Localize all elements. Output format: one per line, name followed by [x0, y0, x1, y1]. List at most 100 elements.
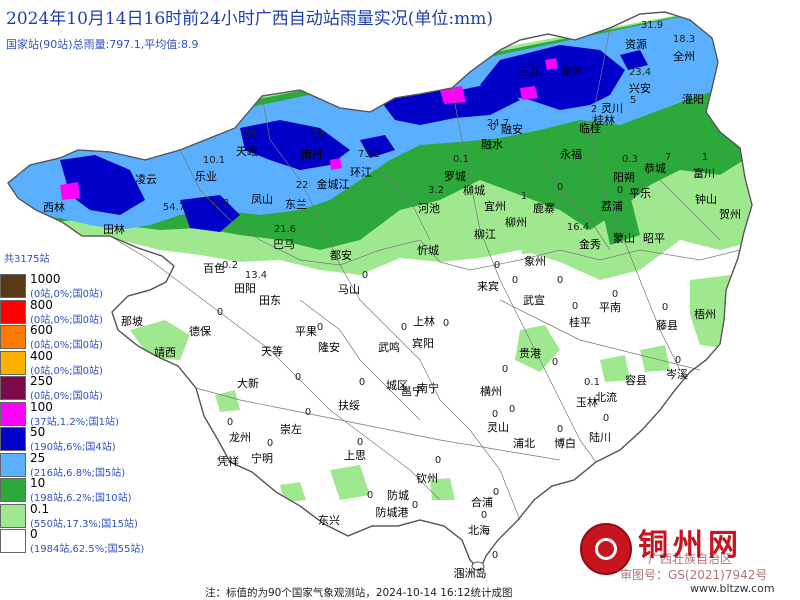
legend-row: 0.1 (550站,17.3%;国15站)	[0, 502, 200, 530]
legend-swatch	[0, 529, 26, 553]
city-label: 钟山	[695, 192, 717, 206]
city-label: 金秀	[579, 237, 601, 251]
city-label: 浦北	[513, 437, 535, 450]
city-label: 贵港	[519, 347, 541, 360]
city-label: 融安	[501, 122, 523, 136]
city-label: 横州	[480, 384, 502, 398]
rainfall-value-label: 0	[443, 318, 449, 329]
rainfall-value-label: 13.4	[245, 270, 267, 281]
city-label: 河池	[418, 202, 440, 215]
rainfall-value-label: 0	[295, 372, 301, 383]
legend-swatch	[0, 452, 26, 477]
city-label: 武宣	[523, 293, 545, 307]
rainfall-value-label: 3.2	[428, 185, 444, 196]
city-label: 桂林	[593, 113, 615, 127]
city-label: 平乐	[629, 187, 651, 200]
rainfall-value-label: 0	[557, 182, 563, 193]
city-label: 扶绥	[338, 398, 360, 412]
rainfall-value-label: 0	[412, 500, 418, 511]
city-label: 梧州	[694, 307, 716, 321]
city-label: 平南	[599, 301, 621, 314]
rainfall-value-label: 72	[312, 129, 325, 140]
watermark-region-label: 广西壮族自治区	[648, 552, 733, 566]
legend-threshold: 25	[30, 450, 46, 465]
city-label: 田阳	[234, 282, 256, 295]
rainfall-value-label: 0	[401, 322, 407, 333]
city-label: 南丹	[301, 148, 323, 161]
rainfall-value-label: 0	[305, 407, 311, 418]
rainfall-value-label: 54.7	[163, 202, 185, 213]
rainfall-value-label: 73.1	[358, 149, 380, 160]
city-label: 昭平	[643, 232, 665, 245]
legend-station-count: (216站,6.8%;国5站)	[30, 467, 126, 479]
rainfall-value-label: 0	[493, 487, 499, 498]
rainfall-value-label: 0	[359, 377, 365, 388]
city-label: 东兴	[318, 514, 340, 527]
city-label: 防城港	[376, 505, 409, 519]
legend: 1000 (0站,0%;国0站) 800 (0站,0%;国0站) 600 (0站,0%;国…	[0, 272, 200, 555]
city-label: 博白	[554, 436, 576, 450]
rainfall-value-label: 0	[509, 404, 515, 415]
weizhou-island	[471, 561, 485, 571]
city-label: 全州	[673, 49, 695, 63]
rainfall-value-label: 0.3	[622, 154, 638, 165]
legend-threshold: 250	[30, 374, 53, 388]
city-label: 上思	[344, 449, 366, 462]
city-label: 那坡	[121, 315, 143, 328]
city-label: 罗城	[444, 170, 466, 183]
watermark-logo-icon	[580, 523, 632, 575]
city-label: 城区	[386, 379, 408, 392]
city-label: 南宁	[417, 381, 439, 395]
legend-row: 600 (0站,0%;国0站)	[0, 323, 200, 351]
city-label: 富川	[693, 166, 715, 180]
rainfall-value-label: 0	[217, 307, 223, 318]
city-label: 巴马	[273, 238, 295, 251]
city-label: 都安	[330, 248, 352, 262]
city-label: 来宾	[477, 279, 499, 293]
city-label: 上林	[413, 314, 435, 328]
city-label: 兴安	[629, 81, 651, 95]
city-label: 柳州	[505, 215, 527, 229]
city-label: 资源	[625, 37, 647, 51]
rainfall-value-label: 1	[702, 152, 708, 163]
legend-swatch	[0, 503, 26, 528]
watermark-review-number: 审图号：GS(2021)7942号	[620, 568, 768, 582]
legend-threshold: 400	[30, 348, 53, 363]
rainfall-value-label: 0	[267, 438, 273, 449]
rainfall-bands	[8, 12, 752, 502]
city-label: 龙胜	[561, 64, 583, 78]
rainfall-value-label: 0	[512, 275, 518, 286]
legend-row: 250 (0站,0%;国0站)	[0, 374, 200, 402]
city-label: 北海	[468, 523, 490, 537]
city-label: 灵川	[601, 102, 623, 115]
city-label: 钦州	[416, 472, 438, 485]
city-label: 平果	[295, 325, 317, 338]
city-label: 凌云	[135, 172, 157, 186]
city-label: 天等	[261, 344, 283, 358]
rainfall-value-label: 0	[617, 185, 623, 196]
legend-threshold: 50	[30, 425, 46, 439]
rainfall-value-label: 2	[591, 104, 597, 115]
rainfall-value-label: 7	[665, 152, 671, 163]
rainfall-value-label: 0	[557, 275, 563, 286]
city-label: 玉林	[576, 395, 598, 409]
city-label: 德保	[189, 324, 211, 338]
city-label: 灌阳	[682, 93, 704, 106]
county-borders	[109, 27, 741, 521]
rainfall-value-label: 16.4	[567, 222, 589, 233]
legend-row: 800 (0站,0%;国0站)	[0, 298, 200, 326]
city-label: 天峨	[236, 145, 258, 158]
city-label: 合浦	[471, 495, 493, 509]
city-label: 宾阳	[412, 336, 434, 350]
city-label: 凭祥	[217, 454, 239, 468]
city-label: 柳江	[474, 227, 496, 241]
legend-station-count: (550站,17.3%;国15站)	[30, 518, 138, 530]
city-label: 涠洲岛	[454, 566, 487, 580]
city-label: 邕宁	[401, 384, 423, 398]
rainfall-value-label: 0	[494, 260, 500, 271]
total-station-count: 共3175站	[4, 254, 50, 265]
legend-station-count: (1984站,62.5%;国55站)	[30, 544, 145, 555]
rainfall-value-label: 0.1	[453, 154, 469, 165]
